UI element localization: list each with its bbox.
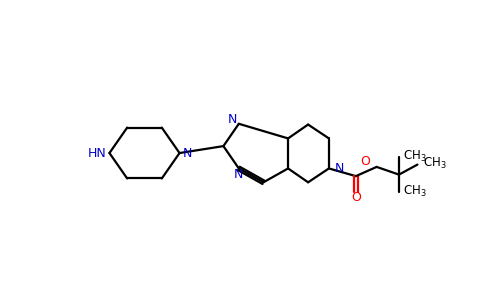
- Text: CH$_3$: CH$_3$: [423, 156, 446, 171]
- Text: HN: HN: [88, 146, 106, 160]
- Text: O: O: [351, 191, 361, 204]
- Text: N: N: [182, 146, 192, 160]
- Text: N: N: [335, 162, 345, 175]
- Text: CH$_3$: CH$_3$: [403, 184, 426, 199]
- Text: N: N: [228, 113, 237, 126]
- Text: N: N: [234, 168, 243, 181]
- Text: CH$_3$: CH$_3$: [403, 148, 426, 164]
- Text: O: O: [361, 155, 370, 168]
